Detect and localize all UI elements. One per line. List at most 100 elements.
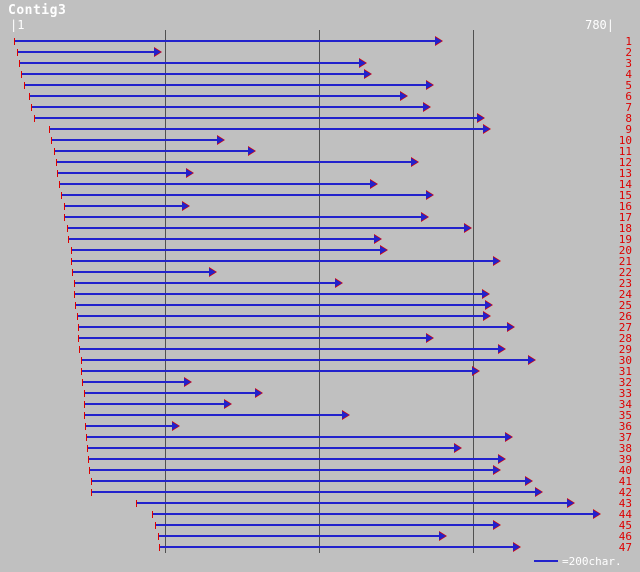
read-number: 35 [618, 409, 632, 422]
read-shaft [79, 348, 504, 350]
read-shaft [77, 315, 489, 317]
read-start-tick [136, 500, 137, 507]
read-number: 17 [618, 211, 632, 224]
read-start-tick [75, 302, 76, 309]
read-start-tick [159, 544, 160, 551]
read-arrowhead-fill [507, 323, 514, 331]
read-number: 4 [625, 68, 632, 81]
read-start-tick [158, 533, 159, 540]
read-shaft [64, 205, 188, 207]
read-shaft [51, 139, 223, 141]
read-start-tick [21, 71, 22, 78]
read-start-tick [59, 181, 60, 188]
read-arrowhead-fill [435, 37, 442, 45]
read-arrowhead-fill [172, 422, 179, 430]
read-arrowhead-fill [505, 433, 512, 441]
read-shaft [81, 370, 478, 372]
read-shaft [19, 62, 365, 64]
read-arrowhead-fill [485, 301, 492, 309]
read-number: 24 [618, 288, 632, 301]
read-arrowhead-fill [423, 103, 430, 111]
read-arrowhead-fill [525, 477, 532, 485]
read-start-tick [64, 203, 65, 210]
read-shaft [84, 403, 230, 405]
read-number: 38 [618, 442, 632, 455]
read-shaft [89, 469, 499, 471]
read-shaft [56, 161, 417, 163]
read-start-tick [84, 401, 85, 408]
read-number: 14 [618, 178, 632, 191]
read-number: 3 [625, 57, 632, 70]
gridline-200-char [165, 30, 166, 553]
read-number: 8 [625, 112, 632, 125]
read-start-tick [87, 445, 88, 452]
read-number: 36 [618, 420, 632, 433]
read-shaft [87, 447, 460, 449]
read-start-tick [81, 357, 82, 364]
read-shaft [24, 84, 432, 86]
read-start-tick [29, 93, 30, 100]
read-number: 6 [625, 90, 632, 103]
read-shaft [64, 216, 427, 218]
read-number: 37 [618, 431, 632, 444]
read-shaft [67, 227, 470, 229]
read-shaft [88, 458, 504, 460]
read-start-tick [34, 115, 35, 122]
read-start-tick [152, 511, 153, 518]
read-arrowhead-fill [154, 48, 161, 56]
read-number: 12 [618, 156, 632, 169]
scale-start-label: |1 [10, 18, 25, 32]
read-start-tick [89, 467, 90, 474]
read-start-tick [67, 225, 68, 232]
read-shaft [86, 436, 511, 438]
read-start-tick [74, 280, 75, 287]
read-start-tick [71, 247, 72, 254]
read-number: 10 [618, 134, 632, 147]
read-shaft [75, 304, 491, 306]
read-shaft [71, 249, 386, 251]
read-shaft [159, 546, 519, 548]
gridline-600-char [473, 30, 474, 553]
read-number: 43 [618, 497, 632, 510]
read-arrowhead-fill [370, 180, 377, 188]
read-start-tick [91, 489, 92, 496]
read-shaft [78, 337, 432, 339]
read-start-tick [56, 159, 57, 166]
gridline-400-char [319, 30, 320, 553]
read-start-tick [78, 335, 79, 342]
read-start-tick [51, 137, 52, 144]
read-arrowhead-fill [364, 70, 371, 78]
read-number: 30 [618, 354, 632, 367]
read-start-tick [61, 192, 62, 199]
read-start-tick [54, 148, 55, 155]
read-arrowhead-fill [342, 411, 349, 419]
read-number: 23 [618, 277, 632, 290]
read-number: 1 [625, 35, 632, 48]
read-number: 2 [625, 46, 632, 59]
read-arrowhead-fill [380, 246, 387, 254]
read-number: 5 [625, 79, 632, 92]
read-shaft [155, 524, 499, 526]
read-shaft [29, 95, 406, 97]
read-arrowhead-fill [439, 532, 446, 540]
read-arrowhead-fill [567, 499, 574, 507]
read-start-tick [31, 104, 32, 111]
read-arrowhead-fill [224, 400, 231, 408]
read-arrowhead-fill [493, 257, 500, 265]
read-shaft [59, 183, 376, 185]
read-number: 42 [618, 486, 632, 499]
read-start-tick [88, 456, 89, 463]
read-start-tick [71, 258, 72, 265]
read-number: 29 [618, 343, 632, 356]
read-shaft [17, 51, 160, 53]
read-arrowhead-fill [182, 202, 189, 210]
read-shaft [136, 502, 573, 504]
read-number: 11 [618, 145, 632, 158]
read-arrowhead-fill [493, 521, 500, 529]
read-arrowhead-fill [255, 389, 262, 397]
read-shaft [49, 128, 489, 130]
read-shaft [91, 491, 541, 493]
read-number: 40 [618, 464, 632, 477]
read-number: 25 [618, 299, 632, 312]
read-start-tick [14, 38, 15, 45]
